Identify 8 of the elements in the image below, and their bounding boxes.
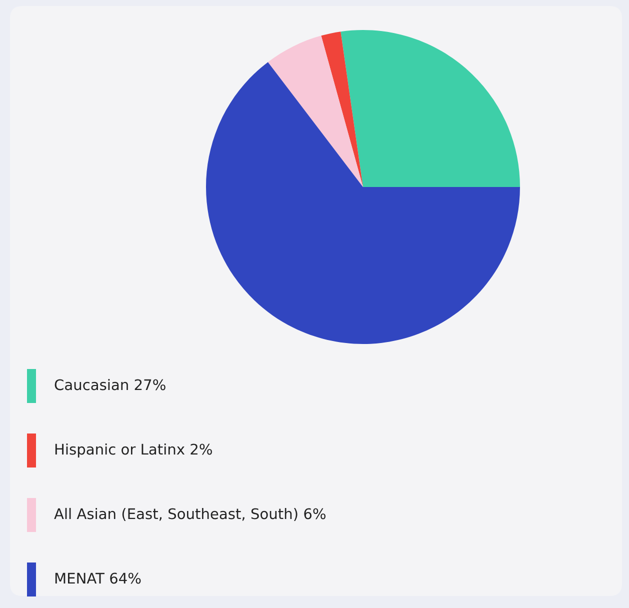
legend-label: All Asian (East, Southeast, South) 6% <box>54 508 326 521</box>
pie-slice <box>206 62 520 344</box>
pie-slice <box>268 36 363 187</box>
pie-slice <box>321 32 363 187</box>
pie-slice <box>340 30 520 187</box>
legend-label: Caucasian 27% <box>54 378 166 390</box>
legend-label: MENAT 64% <box>55 572 141 584</box>
legend-label: Hispanic or Latinx 2% <box>55 443 212 458</box>
